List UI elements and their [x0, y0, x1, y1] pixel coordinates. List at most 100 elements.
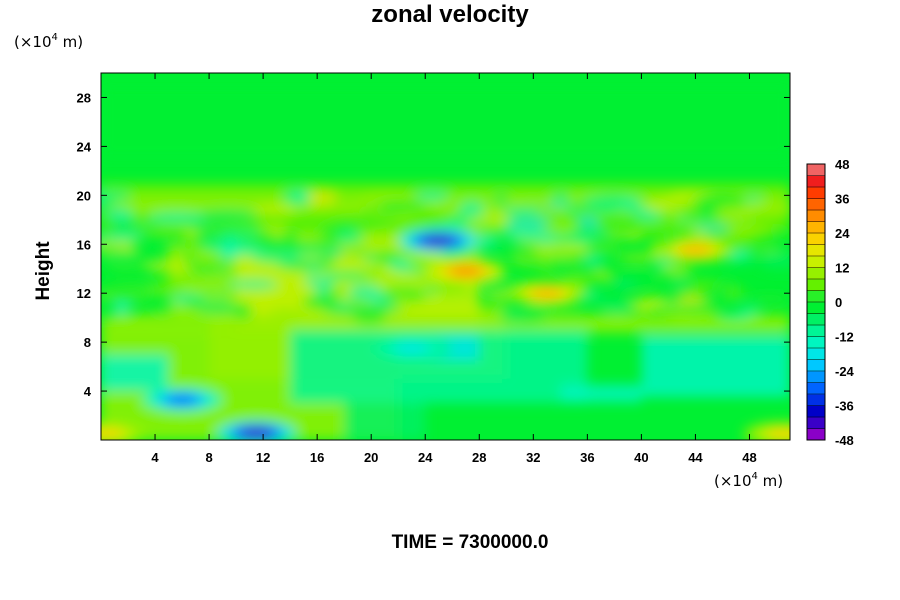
- y-axis: 4 8 12 16 20 24 28: [77, 90, 790, 399]
- field-cell: [501, 233, 559, 241]
- field-extremum: [395, 343, 428, 354]
- field-cell: [497, 198, 553, 210]
- field-cell: [220, 245, 238, 261]
- field-cell: [499, 225, 555, 234]
- colorbar-swatch: [807, 198, 825, 211]
- field-cell: [188, 266, 217, 275]
- colorbar: 48 36 24 12 0 -12 -24 -36 -48: [806, 157, 855, 448]
- y-axis-unit: (×104 m): [14, 32, 84, 51]
- field-extremum: [679, 245, 712, 256]
- field-cell: [339, 241, 378, 260]
- colorbar-swatch: [807, 382, 825, 395]
- field-cell: [252, 203, 299, 216]
- field-cell: [305, 265, 322, 275]
- x-tick-label: 24: [418, 450, 433, 465]
- x-axis-unit: (×104 m): [714, 471, 784, 490]
- field-cell: [669, 279, 691, 289]
- field-cell: [106, 232, 143, 240]
- colorbar-label: -48: [835, 433, 854, 448]
- colorbar-swatch: [807, 256, 825, 268]
- colorbar-label: 0: [835, 295, 842, 310]
- field-cell: [115, 221, 163, 229]
- colorbar-swatch: [807, 164, 825, 176]
- field-cell: [376, 200, 425, 213]
- x-unit-prefix: (×10: [714, 472, 752, 490]
- field-cell: [682, 208, 704, 221]
- field-cell: [152, 222, 199, 236]
- y-tick-label: 20: [77, 188, 91, 203]
- field-cell: [593, 272, 610, 280]
- field-cell: [201, 223, 262, 233]
- field-cell: [748, 295, 790, 303]
- field-cell: [196, 301, 241, 315]
- x-tick-label: 20: [364, 450, 378, 465]
- colorbar-swatch: [807, 244, 825, 257]
- field-cell: [522, 304, 548, 323]
- y-unit-suffix: m): [57, 33, 84, 51]
- field-cell: [154, 280, 183, 298]
- field-cell: [742, 200, 782, 214]
- field-cell: [260, 240, 307, 253]
- field-cell: [104, 255, 164, 267]
- field-cell: [148, 211, 205, 223]
- colorbar-swatch: [807, 279, 825, 291]
- y-tick-label: 8: [84, 335, 91, 350]
- field-cell: [193, 280, 228, 299]
- field-cell: [107, 207, 134, 222]
- field-cell: [282, 231, 299, 239]
- colorbar-swatch: [807, 359, 825, 372]
- field-cell: [420, 282, 471, 293]
- colorbar-swatch: [807, 210, 825, 222]
- field-cell: [618, 253, 665, 262]
- y-unit-prefix: (×10: [14, 33, 52, 51]
- field-band: [344, 403, 426, 440]
- field-cell: [251, 250, 301, 264]
- colorbar-label: 24: [835, 226, 850, 241]
- field-cell: [709, 294, 726, 312]
- x-tick-label: 40: [634, 450, 648, 465]
- field-cell: [581, 194, 640, 212]
- field-cell: [269, 307, 305, 318]
- field-cell: [490, 249, 532, 256]
- field-cell: [228, 279, 279, 290]
- colorbar-swatch: [807, 348, 825, 360]
- field-cell: [352, 308, 387, 324]
- field-cell: [102, 281, 152, 298]
- field-cell: [718, 279, 736, 297]
- field-cell: [641, 313, 676, 322]
- field-cell: [602, 270, 659, 287]
- field-cell: [636, 212, 663, 221]
- colorbar-label: -36: [835, 399, 854, 414]
- x-unit-exponent: 4: [751, 471, 758, 482]
- field-extremum: [240, 427, 273, 438]
- field-cell: [543, 256, 575, 267]
- colorbar-label: -24: [835, 364, 855, 379]
- x-tick-label: 32: [526, 450, 540, 465]
- field-cell: [532, 242, 589, 260]
- field-cell: [233, 302, 252, 320]
- field-cell: [381, 285, 424, 301]
- colorbar-swatch: [807, 233, 825, 245]
- colorbar-label: 48: [835, 157, 849, 172]
- field-cell: [694, 225, 734, 232]
- x-unit-suffix: m): [757, 472, 784, 490]
- colorbar-swatch: [807, 290, 825, 303]
- colorbar-swatch: [807, 417, 825, 429]
- field-band: [641, 336, 790, 398]
- y-tick-label: 24: [77, 139, 92, 154]
- field-cell: [347, 284, 383, 300]
- field-cell: [335, 217, 395, 225]
- colorbar-swatch: [807, 428, 825, 441]
- field-cell: [415, 191, 450, 201]
- colorbar-swatch: [807, 394, 825, 406]
- field-cell: [673, 293, 708, 306]
- field-cell: [322, 271, 368, 280]
- y-unit-exponent: 4: [51, 32, 58, 43]
- field-cell: [112, 301, 131, 315]
- field-cell: [336, 230, 364, 245]
- field-extremum: [767, 428, 790, 439]
- field-cell: [758, 251, 790, 268]
- plot-frame: [100, 72, 791, 441]
- colorbar-swatch: [807, 336, 825, 349]
